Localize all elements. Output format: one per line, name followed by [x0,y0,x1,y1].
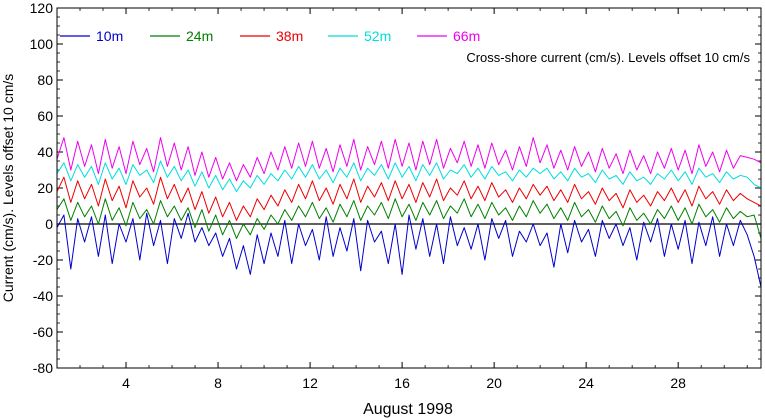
series-line-10m [56,212,762,288]
legend-label-24m: 24m [186,28,213,44]
x-axis-label: August 1998 [363,401,453,418]
legend: 10m 24m 38m 52m 66m [60,28,480,44]
y-tick-label: 120 [30,0,54,16]
series-line-38m [56,176,762,221]
x-tick-label: 8 [214,375,222,391]
y-tick-label: 80 [37,72,53,88]
x-axis-ticks: 4 8 12 16 20 24 28 [79,8,748,391]
y-axis-ticks: -80 -60 -40 -20 0 20 40 60 80 100 120 [30,0,761,376]
x-tick-label: 28 [670,375,686,391]
y-tick-label: -60 [33,324,53,340]
series-line-24m [56,198,762,239]
x-tick-label: 4 [122,375,130,391]
y-tick-label: 100 [30,36,54,52]
chart-annotation: Cross-shore current (cm/s). Levels offse… [466,50,750,65]
series-line-66m [56,137,762,182]
x-tick-label: 16 [394,375,410,391]
legend-label-10m: 10m [96,28,123,44]
legend-label-52m: 52m [364,28,391,44]
x-tick-label: 24 [578,375,594,391]
x-tick-label: 12 [302,375,318,391]
plot-frame [56,7,762,369]
y-tick-label: 40 [37,144,53,160]
legend-label-38m: 38m [276,28,303,44]
y-tick-label: -40 [33,288,53,304]
series-group [56,137,762,288]
y-tick-label: 0 [45,216,53,232]
x-tick-label: 20 [486,375,502,391]
y-tick-label: 20 [37,180,53,196]
y-tick-label: -80 [33,360,53,376]
y-tick-label: -20 [33,252,53,268]
y-tick-label: 60 [37,108,53,124]
y-axis-label: Current (cm/s). Levels offset 10 cm/s [0,74,16,302]
series-line-52m [56,160,762,193]
legend-label-66m: 66m [453,28,480,44]
